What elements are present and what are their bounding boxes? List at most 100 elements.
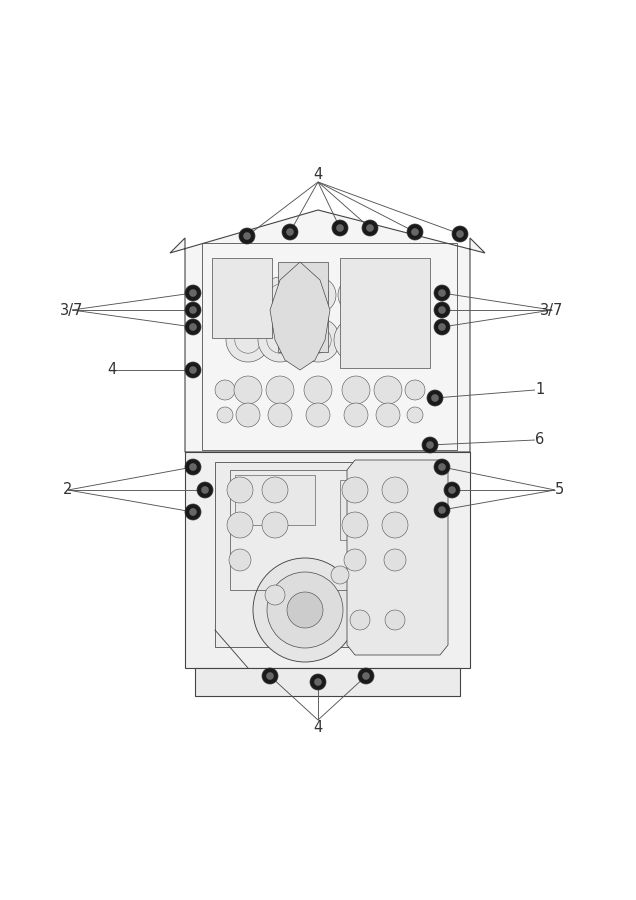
- Circle shape: [411, 229, 418, 236]
- Circle shape: [438, 290, 445, 296]
- Text: 3/7: 3/7: [60, 302, 84, 318]
- Circle shape: [363, 672, 370, 680]
- Polygon shape: [270, 262, 330, 370]
- Circle shape: [226, 318, 270, 362]
- Text: 4: 4: [314, 167, 322, 182]
- Circle shape: [358, 668, 374, 684]
- Circle shape: [202, 487, 209, 493]
- Circle shape: [234, 376, 262, 404]
- Circle shape: [244, 232, 251, 239]
- Circle shape: [452, 226, 468, 242]
- Polygon shape: [170, 210, 485, 452]
- Circle shape: [427, 390, 443, 406]
- Circle shape: [331, 566, 349, 584]
- Circle shape: [296, 318, 340, 362]
- Circle shape: [229, 549, 251, 571]
- Polygon shape: [347, 460, 448, 655]
- Circle shape: [185, 302, 201, 318]
- Circle shape: [448, 487, 455, 493]
- Circle shape: [438, 507, 445, 514]
- Circle shape: [310, 674, 326, 690]
- Circle shape: [376, 403, 400, 427]
- Circle shape: [370, 277, 406, 313]
- Circle shape: [258, 318, 302, 362]
- Circle shape: [227, 512, 253, 538]
- Circle shape: [236, 403, 260, 427]
- Circle shape: [434, 459, 450, 475]
- Circle shape: [286, 229, 293, 236]
- Text: 5: 5: [555, 482, 564, 498]
- Circle shape: [314, 679, 322, 686]
- Circle shape: [185, 285, 201, 301]
- Circle shape: [190, 464, 197, 471]
- Circle shape: [338, 277, 374, 313]
- Circle shape: [262, 668, 278, 684]
- Circle shape: [438, 464, 445, 471]
- Circle shape: [185, 319, 201, 335]
- Circle shape: [300, 277, 336, 313]
- Circle shape: [382, 512, 408, 538]
- Circle shape: [422, 437, 438, 453]
- Circle shape: [434, 302, 450, 318]
- Circle shape: [342, 376, 370, 404]
- Circle shape: [382, 477, 408, 503]
- Bar: [195, 668, 460, 696]
- Circle shape: [266, 672, 273, 680]
- Circle shape: [282, 224, 298, 240]
- Bar: [340, 258, 430, 368]
- Circle shape: [239, 228, 255, 244]
- Circle shape: [185, 504, 201, 520]
- Circle shape: [336, 224, 343, 231]
- Circle shape: [366, 318, 410, 362]
- Circle shape: [434, 285, 450, 301]
- Circle shape: [190, 366, 197, 373]
- Bar: [230, 470, 410, 590]
- Text: 1: 1: [535, 382, 544, 398]
- Circle shape: [304, 376, 332, 404]
- Circle shape: [253, 558, 357, 662]
- Circle shape: [185, 459, 201, 475]
- Circle shape: [265, 585, 285, 605]
- Circle shape: [190, 307, 197, 313]
- Circle shape: [438, 323, 445, 330]
- Bar: [340, 480, 420, 540]
- Circle shape: [262, 512, 288, 538]
- Circle shape: [190, 508, 197, 516]
- Circle shape: [362, 220, 378, 236]
- Text: 2: 2: [64, 482, 73, 498]
- Circle shape: [374, 376, 402, 404]
- Circle shape: [444, 482, 460, 498]
- Circle shape: [431, 394, 438, 401]
- Bar: [185, 452, 470, 668]
- Circle shape: [366, 224, 373, 231]
- Circle shape: [267, 572, 343, 648]
- Circle shape: [332, 220, 348, 236]
- Circle shape: [334, 318, 378, 362]
- Circle shape: [262, 277, 298, 313]
- Circle shape: [407, 224, 423, 240]
- Circle shape: [427, 442, 434, 448]
- Circle shape: [190, 290, 197, 296]
- Circle shape: [227, 477, 253, 503]
- Circle shape: [385, 610, 405, 630]
- Circle shape: [217, 407, 233, 423]
- Circle shape: [344, 403, 368, 427]
- Bar: [215, 462, 440, 647]
- Bar: [202, 243, 457, 450]
- Bar: [235, 475, 315, 525]
- Text: 6: 6: [535, 433, 544, 447]
- Text: 4: 4: [107, 363, 116, 377]
- Bar: [212, 258, 272, 338]
- Circle shape: [405, 380, 425, 400]
- Circle shape: [185, 362, 201, 378]
- Circle shape: [266, 376, 294, 404]
- Circle shape: [350, 610, 370, 630]
- Circle shape: [438, 307, 445, 313]
- Circle shape: [457, 230, 464, 238]
- Bar: [278, 262, 328, 352]
- Circle shape: [262, 477, 288, 503]
- Circle shape: [434, 502, 450, 518]
- Circle shape: [344, 549, 366, 571]
- Text: 4: 4: [314, 720, 322, 735]
- Circle shape: [342, 512, 368, 538]
